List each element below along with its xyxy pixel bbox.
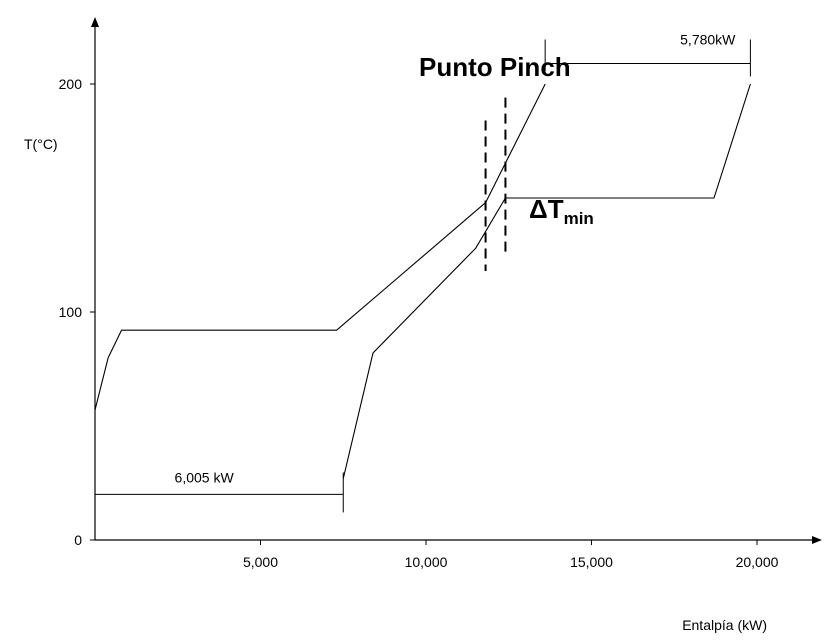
delta-t-min-label: ΔTmin (529, 194, 594, 228)
y-tick-label: 100 (59, 304, 83, 320)
hot-utility-label: 5,780kW (680, 31, 736, 47)
x-tick-label: 20,000 (736, 554, 779, 570)
x-tick-label: 15,000 (570, 554, 613, 570)
y-axis-title: T(°C) (24, 136, 58, 152)
ticks: 5,000 10,000 15,000 20,000 0 100 200 (59, 76, 779, 570)
y-tick-label: 0 (74, 532, 82, 548)
pinch-point-label: Punto Pinch (419, 52, 571, 82)
x-tick-label: 5,000 (243, 554, 278, 570)
x-axis-arrow-icon (812, 536, 822, 544)
delta-t-min-subscript: min (564, 209, 594, 228)
axes (91, 17, 822, 544)
annotations: 5,780kW 6,005 kW Punto Pinch ΔTmin (95, 31, 751, 513)
delta-t-min-main: ΔT (529, 194, 564, 224)
hot-composite-curve (94, 83, 546, 411)
series-group (94, 83, 751, 479)
x-axis-title: Entalpía (kW) (682, 617, 767, 633)
y-tick-label: 200 (59, 76, 83, 92)
cold-composite-curve (342, 83, 751, 479)
x-tick-label: 10,000 (405, 554, 448, 570)
cold-utility-label: 6,005 kW (175, 469, 235, 485)
y-axis-arrow-icon (91, 17, 99, 27)
